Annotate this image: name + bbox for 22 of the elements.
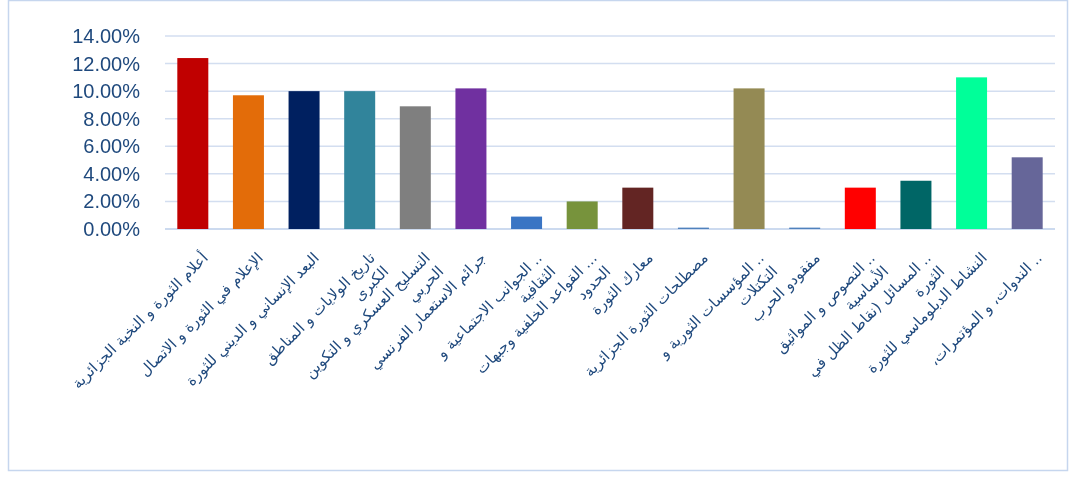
y-tick-label: 6.00% bbox=[83, 135, 141, 158]
y-tick-label: 8.00% bbox=[83, 107, 141, 130]
bar bbox=[177, 58, 209, 229]
bar bbox=[900, 180, 932, 229]
bar bbox=[232, 95, 264, 229]
bar bbox=[733, 88, 765, 229]
bar bbox=[344, 91, 376, 229]
y-tick-label: 2.00% bbox=[83, 190, 141, 213]
bar bbox=[511, 216, 543, 229]
bar bbox=[455, 88, 487, 229]
bar bbox=[844, 187, 876, 229]
bar bbox=[956, 77, 988, 229]
bar bbox=[622, 187, 654, 229]
y-tick-label: 4.00% bbox=[83, 162, 141, 185]
y-tick-label: 14.00% bbox=[72, 25, 141, 47]
y-tick-label: 10.00% bbox=[72, 80, 141, 103]
bar bbox=[399, 106, 431, 229]
bar bbox=[1011, 157, 1043, 229]
bar bbox=[288, 91, 320, 229]
bar bbox=[566, 201, 598, 229]
y-tick-label: 0.00% bbox=[83, 218, 141, 240]
y-tick-label: 12.00% bbox=[72, 52, 141, 75]
